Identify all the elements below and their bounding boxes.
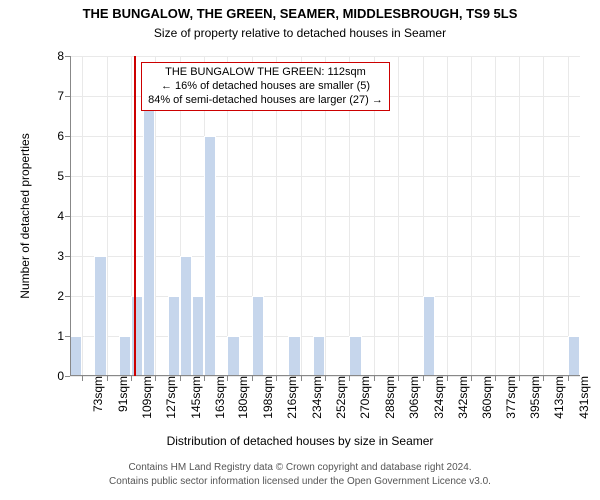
gridline-vertical [543, 56, 544, 376]
x-tick-label: 73sqm [87, 376, 105, 412]
x-tick-mark [155, 376, 156, 381]
x-tick-mark [447, 376, 448, 381]
histogram-bar [119, 336, 131, 376]
x-tick-mark [398, 376, 399, 381]
histogram-bar [252, 296, 264, 376]
gridline-vertical [398, 56, 399, 376]
histogram-bar [313, 336, 325, 376]
x-tick-mark [325, 376, 326, 381]
gridline-vertical [471, 56, 472, 376]
x-tick-mark [82, 376, 83, 381]
x-tick-label: 198sqm [257, 376, 275, 419]
gridline-vertical [107, 56, 108, 376]
x-tick-mark [495, 376, 496, 381]
x-tick-mark [252, 376, 253, 381]
x-tick-label: 377sqm [500, 376, 518, 419]
x-tick-label: 145sqm [185, 376, 203, 419]
histogram-bar [143, 96, 155, 376]
x-tick-mark [349, 376, 350, 381]
chart-container: { "title": "THE BUNGALOW, THE GREEN, SEA… [0, 0, 600, 500]
x-tick-label: 395sqm [524, 376, 542, 419]
x-tick-mark [227, 376, 228, 381]
annotation-line-1: THE BUNGALOW THE GREEN: 112sqm [148, 66, 383, 80]
histogram-bar [192, 296, 204, 376]
x-tick-mark [204, 376, 205, 381]
x-tick-label: 216sqm [281, 376, 299, 419]
x-tick-label: 413sqm [548, 376, 566, 419]
annotation-line-3: 84% of semi-detached houses are larger (… [148, 94, 383, 108]
x-tick-mark [107, 376, 108, 381]
footer-line-1: Contains HM Land Registry data © Crown c… [0, 462, 600, 473]
x-tick-label: 234sqm [306, 376, 324, 419]
x-tick-mark [276, 376, 277, 381]
x-tick-mark [543, 376, 544, 381]
histogram-bar [227, 336, 239, 376]
annotation-line-2: ← 16% of detached houses are smaller (5) [148, 80, 383, 94]
y-tick-mark [65, 376, 70, 377]
x-tick-mark [374, 376, 375, 381]
histogram-bar [204, 136, 216, 376]
y-axis-label: Number of detached properties [18, 56, 32, 376]
gridline-vertical [447, 56, 448, 376]
x-tick-label: 360sqm [476, 376, 494, 419]
gridline-vertical [568, 56, 569, 376]
histogram-bar [423, 296, 435, 376]
x-tick-label: 270sqm [354, 376, 372, 419]
histogram-bar [568, 336, 580, 376]
histogram-bar [288, 336, 300, 376]
x-tick-label: 252sqm [330, 376, 348, 419]
x-tick-label: 431sqm [573, 376, 591, 419]
x-tick-label: 109sqm [136, 376, 154, 419]
x-tick-label: 342sqm [452, 376, 470, 419]
histogram-bar [180, 256, 192, 376]
x-tick-label: 306sqm [403, 376, 421, 419]
x-tick-label: 324sqm [428, 376, 446, 419]
x-tick-label: 91sqm [112, 376, 130, 412]
histogram-bar [131, 296, 143, 376]
plot-area: THE BUNGALOW THE GREEN: 112sqm ← 16% of … [70, 56, 580, 376]
x-tick-mark [471, 376, 472, 381]
annotation-box: THE BUNGALOW THE GREEN: 112sqm ← 16% of … [141, 62, 390, 111]
x-tick-mark [180, 376, 181, 381]
x-tick-label: 180sqm [232, 376, 250, 419]
footer-line-2: Contains public sector information licen… [0, 476, 600, 487]
histogram-bar [349, 336, 361, 376]
x-tick-mark [423, 376, 424, 381]
histogram-bar [94, 256, 106, 376]
x-tick-label: 288sqm [379, 376, 397, 419]
x-tick-mark [301, 376, 302, 381]
x-tick-label: 163sqm [209, 376, 227, 419]
x-tick-mark [568, 376, 569, 381]
y-axis-line [70, 56, 71, 376]
histogram-bar [168, 296, 180, 376]
chart-title: THE BUNGALOW, THE GREEN, SEAMER, MIDDLES… [0, 6, 600, 21]
gridline-vertical [519, 56, 520, 376]
gridline-vertical [495, 56, 496, 376]
histogram-bar [70, 336, 82, 376]
x-axis-line [70, 375, 580, 376]
x-tick-label: 127sqm [160, 376, 178, 419]
x-axis-label: Distribution of detached houses by size … [0, 434, 600, 448]
gridline-vertical [82, 56, 83, 376]
x-tick-mark [519, 376, 520, 381]
property-marker-line [134, 56, 136, 376]
chart-subtitle: Size of property relative to detached ho… [0, 26, 600, 40]
x-tick-mark [131, 376, 132, 381]
